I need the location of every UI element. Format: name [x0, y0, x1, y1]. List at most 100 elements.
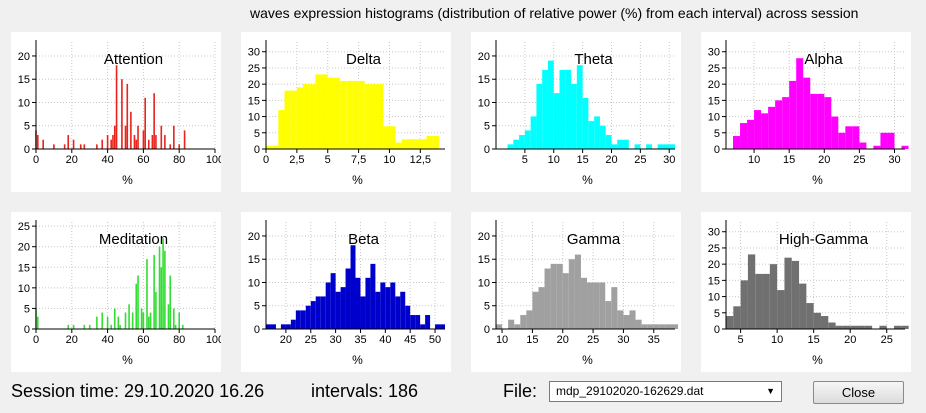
histogram-panel-meditation: 0 20 40 60 80 100 0 5 10 15 20 25 Meditation%: [11, 212, 221, 372]
histogram-bar: [101, 312, 104, 329]
histogram-bar: [582, 97, 589, 149]
histogram-bar: [174, 324, 177, 329]
histogram-bar: [623, 139, 629, 149]
histogram-bar: [817, 93, 825, 149]
histogram-chart: 10 15 20 25 30 0 5 10 15 20 25 30 Alpha%: [708, 40, 909, 187]
histogram-bar: [410, 315, 416, 329]
chevron-down-icon: ▼: [766, 386, 775, 396]
histogram-bar: [852, 126, 860, 149]
histogram-bar: [524, 130, 531, 149]
histogram-bar: [370, 263, 376, 329]
histogram-bar: [617, 310, 624, 329]
histogram-bar: [383, 126, 390, 149]
histogram-bar: [647, 324, 654, 329]
histogram-bar: [810, 93, 818, 149]
histogram-bar: [137, 125, 139, 149]
histogram-bar: [364, 84, 371, 149]
y-tick-label: 0: [24, 144, 30, 156]
histogram-bar: [665, 324, 672, 329]
histogram-bar: [440, 324, 445, 329]
histogram-bar: [663, 144, 670, 149]
histogram-bar: [507, 144, 514, 149]
histogram-bar: [747, 119, 755, 149]
y-tick-label: 5: [714, 128, 720, 140]
histogram-bar: [178, 144, 181, 149]
y-tick-label: 5: [254, 128, 260, 140]
histogram-bar: [146, 259, 148, 329]
x-tick-label: 20: [66, 154, 78, 166]
intervals-label: intervals: 186: [311, 381, 419, 401]
histogram-bar: [879, 325, 887, 329]
histogram-title: Gamma: [567, 231, 621, 248]
x-tick-label: 40: [101, 334, 113, 346]
histogram-bar: [147, 316, 150, 329]
histogram-bar: [266, 145, 273, 149]
histogram-bar: [327, 77, 334, 149]
x-axis-label: %: [812, 353, 823, 367]
x-tick-label: 15: [783, 154, 795, 166]
histogram-bar: [164, 135, 166, 149]
histogram-bar: [532, 291, 539, 329]
histogram-bar: [333, 77, 341, 149]
histogram-bar: [857, 325, 865, 329]
histogram-bar: [395, 296, 401, 329]
histogram-bar: [296, 87, 304, 149]
histogram-bar: [173, 125, 175, 149]
histogram-bar: [634, 144, 641, 149]
histogram-bar: [270, 324, 276, 329]
histogram-bar: [574, 254, 581, 329]
histogram-bar: [873, 145, 881, 149]
y-tick-label: 5: [24, 303, 30, 315]
histogram-bar: [330, 273, 336, 329]
x-tick-label: 50: [429, 334, 441, 346]
y-tick-label: 15: [18, 74, 30, 86]
y-tick-label: 10: [478, 277, 490, 289]
x-tick-label: 40: [379, 334, 391, 346]
histogram-bar: [169, 144, 172, 149]
histogram-bar: [426, 136, 433, 149]
y-tick-label: 0: [254, 324, 260, 336]
histogram-bar: [605, 301, 612, 329]
y-tick-label: 5: [484, 121, 490, 133]
x-tick-label: 80: [173, 334, 185, 346]
histogram-bar: [135, 139, 138, 149]
histogram-bar: [153, 93, 155, 149]
histogram-bar: [415, 315, 421, 329]
file-select[interactable]: mdp_29102020-162629.dat ▼: [549, 381, 782, 402]
histogram-bar: [901, 325, 909, 329]
histogram-bar: [183, 130, 186, 149]
y-tick-label: 0: [714, 324, 720, 336]
histogram-bar: [405, 305, 411, 329]
histogram-bar: [864, 325, 873, 329]
histogram-bar: [67, 135, 70, 149]
x-tick-label: 25: [305, 334, 317, 346]
histogram-bar: [169, 275, 172, 329]
x-axis-label: %: [352, 173, 363, 187]
close-button[interactable]: Close: [813, 381, 904, 404]
histogram-bar: [755, 273, 763, 329]
x-tick-label: 2,5: [289, 154, 304, 166]
histogram-bar: [63, 144, 66, 149]
histogram-bar: [137, 275, 139, 329]
y-tick-label: 0: [714, 144, 720, 156]
x-tick-label: 25: [587, 334, 599, 346]
histogram-bar: [142, 130, 145, 149]
histogram-bar: [96, 144, 98, 149]
y-tick-label: 25: [708, 63, 720, 75]
histogram-bar: [653, 324, 660, 329]
histogram-bar: [83, 144, 86, 149]
session-time-label: Session time: 29.10.2020 16.26: [11, 381, 265, 401]
y-tick-label: 20: [248, 231, 260, 243]
x-tick-label: 5: [522, 154, 528, 166]
histogram-bar: [355, 277, 361, 329]
histogram-bar: [350, 245, 356, 329]
histogram-bar: [335, 291, 341, 329]
histogram-bar: [562, 273, 569, 329]
histogram-bar: [266, 324, 271, 329]
x-tick-label: 80: [173, 154, 185, 166]
histogram-bar: [526, 310, 533, 329]
window-title: waves expression histograms (distributio…: [250, 5, 859, 21]
histogram-bar: [101, 139, 104, 149]
histogram-bar: [754, 110, 762, 149]
histogram-bar: [761, 113, 769, 149]
